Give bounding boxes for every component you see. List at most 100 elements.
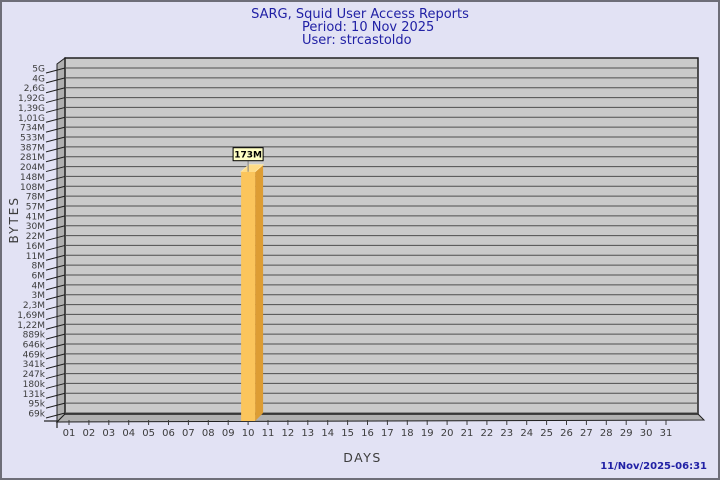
y-tick-label: 204M: [20, 163, 45, 173]
y-tick: [45, 235, 66, 242]
y-tick-label: 1,69M: [17, 311, 45, 321]
bar-value-label: 173M: [234, 151, 262, 161]
y-tick: [45, 402, 66, 409]
x-tick-label: 01: [63, 428, 76, 439]
x-tick-label: 15: [341, 428, 354, 439]
x-tick-label: 19: [421, 428, 434, 439]
x-tick-label: 28: [600, 428, 613, 439]
x-tick-label: 31: [660, 428, 673, 439]
y-tick: [45, 126, 66, 133]
y-tick: [45, 333, 66, 340]
y-tick-label: 281M: [20, 153, 45, 163]
x-tick-label: 17: [381, 428, 394, 439]
y-tick: [45, 225, 66, 232]
y-tick-label: 1,92G: [18, 94, 45, 104]
x-tick-label: 09: [222, 428, 235, 439]
y-tick: [45, 166, 66, 173]
x-tick-label: 13: [301, 428, 314, 439]
x-tick-label: 02: [83, 428, 96, 439]
x-tick-label: 20: [441, 428, 454, 439]
x-tick-label: 29: [620, 428, 633, 439]
x-tick-label: 18: [401, 428, 414, 439]
x-tick-label: 07: [182, 428, 195, 439]
y-tick: [45, 254, 66, 261]
y-tick-label: 5G: [32, 65, 45, 75]
y-tick-label: 22M: [26, 232, 45, 242]
y-tick: [45, 136, 66, 143]
y-tick: [45, 392, 66, 399]
x-tick-label: 03: [102, 428, 115, 439]
floor: [55, 413, 706, 423]
y-tick-label: 69k: [28, 409, 45, 419]
x-tick-label: 25: [540, 428, 553, 439]
y-tick-label: 1,01G: [18, 114, 45, 124]
y-tick: [45, 353, 66, 360]
y-tick-label: 341k: [23, 360, 46, 370]
y-tick: [45, 274, 66, 281]
x-tick-label: 06: [162, 428, 175, 439]
y-tick-label: 95k: [28, 400, 45, 410]
y-tick-label: 11M: [26, 252, 45, 262]
y-tick-label: 78M: [26, 193, 45, 203]
x-tick-label: 05: [142, 428, 155, 439]
chart-period: Period: 10 Nov 2025: [302, 20, 435, 35]
y-tick: [45, 412, 66, 419]
y-tick-label: 4M: [32, 281, 46, 291]
y-tick: [45, 363, 66, 370]
y-tick: [45, 156, 66, 163]
y-tick-label: 387M: [20, 143, 45, 153]
y-tick: [45, 195, 66, 202]
y-tick: [45, 175, 66, 182]
y-tick-label: 247k: [23, 370, 46, 380]
x-tick-label: 10: [242, 428, 255, 439]
bar: [241, 171, 256, 421]
y-tick-label: 3M: [32, 291, 46, 301]
y-tick: [45, 185, 66, 192]
y-tick-label: 16M: [26, 242, 45, 252]
y-tick: [45, 106, 66, 113]
y-tick: [45, 215, 66, 222]
y-tick: [45, 244, 66, 251]
y-tick: [45, 67, 66, 74]
y-tick-label: 533M: [20, 133, 45, 143]
y-tick-label: 6M: [32, 271, 46, 281]
y-tick-label: 2,6G: [24, 84, 45, 94]
y-tick: [45, 284, 66, 291]
y-tick-label: 734M: [20, 124, 45, 134]
y-tick-label: 180k: [23, 380, 46, 390]
x-tick-label: 27: [580, 428, 593, 439]
y-tick-label: 4G: [32, 74, 45, 84]
chart-title: SARG, Squid User Access Reports: [251, 7, 469, 22]
y-tick-label: 2,3M: [23, 301, 45, 311]
y-tick: [45, 313, 66, 320]
x-axis-title: DAYS: [343, 450, 382, 465]
y-tick-label: 1,22M: [17, 321, 45, 331]
x-tick-label: 08: [202, 428, 215, 439]
x-tick-label: 14: [321, 428, 334, 439]
x-tick-label: 24: [520, 428, 533, 439]
y-tick: [45, 205, 66, 212]
y-tick: [45, 294, 66, 301]
x-tick-label: 23: [500, 428, 513, 439]
bar-side: [255, 164, 264, 421]
y-tick: [45, 343, 66, 350]
y-tick-label: 57M: [26, 202, 45, 212]
y-tick: [45, 87, 66, 94]
y-tick-label: 469k: [23, 350, 46, 360]
y-tick-label: 131k: [23, 390, 46, 400]
y-tick-label: 8M: [32, 262, 46, 272]
left-wall: [56, 57, 66, 424]
x-tick-label: 26: [560, 428, 573, 439]
y-tick-label: 646k: [23, 340, 46, 350]
y-tick: [45, 373, 66, 380]
x-tick-label: 21: [461, 428, 474, 439]
y-tick: [45, 77, 66, 84]
x-tick-label: 22: [481, 428, 494, 439]
y-tick-label: 1,39G: [18, 104, 45, 114]
y-tick: [45, 146, 66, 153]
y-tick: [45, 116, 66, 123]
report-timestamp: 11/Nov/2025-06:31: [600, 461, 707, 472]
y-tick-label: 30M: [26, 222, 45, 232]
